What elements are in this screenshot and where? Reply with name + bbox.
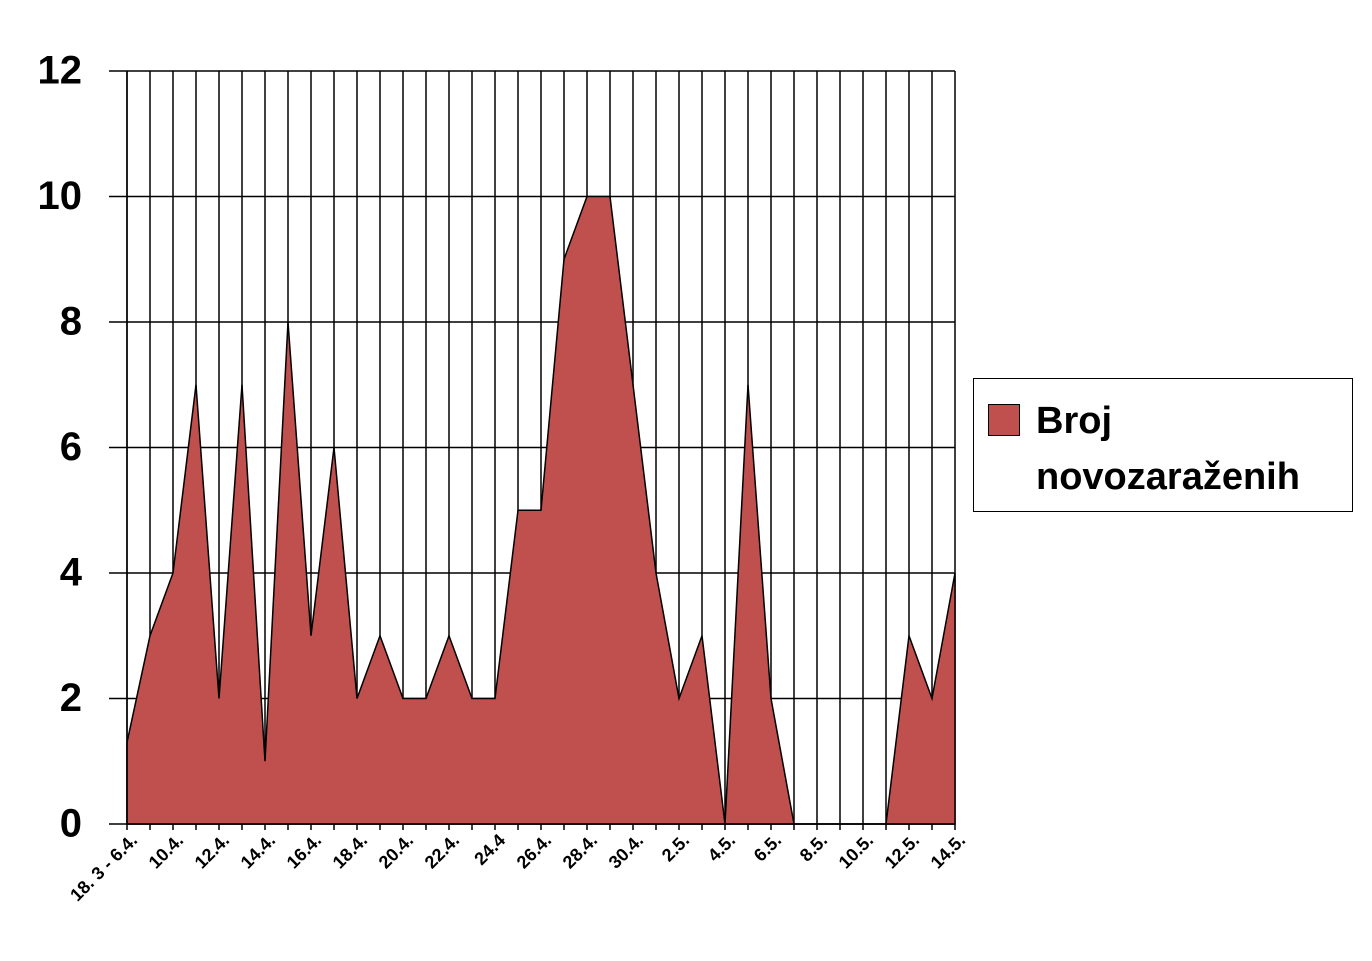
x-tick-label: 26.4.	[513, 830, 555, 872]
x-tick-label: 14.5.	[927, 830, 969, 872]
y-tick-label: 10	[38, 174, 83, 218]
x-tick-label: 30.4.	[605, 830, 647, 872]
x-tick-label: 14.4.	[237, 830, 279, 872]
legend-swatch	[988, 404, 1020, 436]
x-tick-label: 6.5.	[750, 830, 785, 865]
x-tick-label: 10.4.	[145, 830, 187, 872]
x-tick-label: 16.4.	[283, 830, 325, 872]
legend-label: Broj novozaraženih	[1036, 400, 1300, 498]
x-tick-label: 22.4.	[421, 830, 463, 872]
x-tick-label: 12.4.	[191, 830, 233, 872]
x-tick-label: 20.4.	[375, 830, 417, 872]
x-tick-label: 24.4	[470, 830, 509, 869]
y-tick-label: 4	[60, 551, 83, 595]
y-tick-label: 12	[38, 49, 83, 93]
x-tick-label: 12.5.	[881, 830, 923, 872]
x-tick-label: 18.4.	[329, 830, 371, 872]
x-tick-label: 4.5.	[704, 830, 739, 865]
y-tick-label: 8	[60, 300, 82, 344]
y-tick-label: 6	[60, 425, 82, 469]
legend: Broj novozaraženih	[973, 378, 1353, 512]
x-tick-label: 2.5.	[658, 830, 693, 865]
x-tick-label: 8.5.	[796, 830, 831, 865]
x-tick-label: 10.5.	[835, 830, 877, 872]
x-tick-label: 28.4.	[559, 830, 601, 872]
y-tick-label: 2	[60, 676, 82, 720]
y-tick-label: 0	[60, 802, 82, 846]
